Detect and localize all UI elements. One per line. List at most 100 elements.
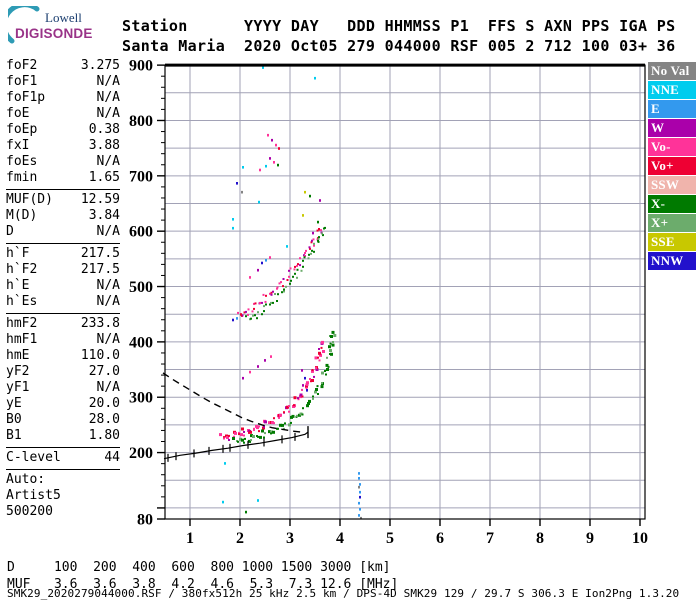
- x-axis-tick-label: 9: [586, 530, 594, 547]
- lowell-digisonde-logo: Lowell DIGISONDE: [6, 4, 116, 48]
- y-axis-tick-label: 200: [129, 445, 153, 462]
- param-row-500200: 500200: [6, 504, 120, 520]
- param-row-yf1: yF1 N/A: [6, 380, 120, 396]
- param-row-he: h`E N/A: [6, 278, 120, 294]
- legend-item-e: E: [648, 100, 696, 118]
- logo-text-digisonde: DIGISONDE: [15, 26, 93, 41]
- param-row-d: D N/A: [6, 224, 120, 240]
- param-label: yF1: [6, 380, 30, 395]
- y-axis-tick-label: 300: [129, 390, 153, 407]
- separator-line: [6, 469, 120, 470]
- footer-status-line: SMK29_2020279044000.RSF / 380fx512h 25 k…: [7, 587, 680, 600]
- param-label: foF2: [6, 58, 38, 73]
- param-row-md: M(D) 3.84: [6, 208, 120, 224]
- legend-item-vo-: Vo+: [648, 157, 696, 175]
- x-axis-tick-label: 6: [436, 530, 444, 547]
- param-value: 0.38: [88, 122, 120, 137]
- param-value: 110.0: [80, 348, 120, 363]
- param-value: 28.0: [88, 412, 120, 427]
- param-label: h`E: [6, 278, 30, 293]
- table-row-d: D 100 200 400 600 800 1000 1500 3000 [km…: [7, 560, 391, 575]
- param-label: B0: [6, 412, 22, 427]
- param-label: D: [6, 224, 14, 239]
- legend-item-no-val: No Val: [648, 62, 696, 80]
- param-value: 1.80: [88, 428, 120, 443]
- x-axis-tick-label: 1: [186, 530, 194, 547]
- y-axis-tick-label: 400: [129, 334, 153, 351]
- param-row-hf2: h`F2 217.5: [6, 262, 120, 278]
- param-row-hmf2: hmF2 233.8: [6, 316, 120, 332]
- param-label: h`F2: [6, 262, 38, 277]
- param-row-foes: foEs N/A: [6, 154, 120, 170]
- param-label: h`Es: [6, 294, 38, 309]
- legend-item-w: W: [648, 119, 696, 137]
- param-row-hmf1: hmF1 N/A: [6, 332, 120, 348]
- separator-line: [6, 243, 120, 244]
- param-label: foF1p: [6, 90, 46, 105]
- param-row-yf2: yF2 27.0: [6, 364, 120, 380]
- y-axis-tick-label: 900: [129, 58, 153, 75]
- x-axis-tick-label: 8: [536, 530, 544, 547]
- param-value: 233.8: [80, 316, 120, 331]
- param-value: N/A: [96, 106, 120, 121]
- param-row-b1: B1 1.80: [6, 428, 120, 444]
- param-label: hmF2: [6, 316, 38, 331]
- param-row-auto: Auto:: [6, 472, 120, 488]
- param-value: N/A: [96, 224, 120, 239]
- param-value: N/A: [96, 332, 120, 347]
- param-row-foe: foE N/A: [6, 106, 120, 122]
- x-axis-tick-label: 7: [486, 530, 494, 547]
- x-axis-tick-label: 10: [632, 530, 648, 547]
- ionogram-plot: 900 800 700 600 500 400 300 200 80 1 2 3 4 5 6 7 8 9 10: [129, 58, 648, 547]
- param-row-fmin: fmin 1.65: [6, 170, 120, 186]
- param-label: foEp: [6, 122, 38, 137]
- x-axis-tick-label: 3: [286, 530, 294, 547]
- x-axis-tick-label: 5: [386, 530, 394, 547]
- param-label: C-level: [6, 450, 61, 465]
- y-axis-tick-label: 80: [137, 512, 153, 529]
- param-value: 44: [104, 450, 120, 465]
- param-label: 500200: [6, 504, 53, 519]
- param-value: 12.59: [80, 192, 120, 207]
- param-value: 3.84: [88, 208, 120, 223]
- param-label: foEs: [6, 154, 38, 169]
- logo-text-lowell: Lowell: [45, 10, 82, 25]
- param-row-fof1: foF1 N/A: [6, 74, 120, 90]
- legend-item-x-: X+: [648, 214, 696, 232]
- legend-item-x-: X-: [648, 195, 696, 213]
- param-label: foE: [6, 106, 30, 121]
- legend: No Val NNE E W Vo- Vo+ SSW X- X+ SSE NNW: [648, 62, 696, 271]
- param-value: N/A: [96, 90, 120, 105]
- param-row-mufd: MUF(D) 12.59: [6, 192, 120, 208]
- x-axis-tick-label: 4: [336, 530, 344, 547]
- param-label: Auto:: [6, 472, 46, 487]
- param-value: N/A: [96, 74, 120, 89]
- x-axis-tick-label: 2: [236, 530, 244, 547]
- param-row-fof1p: foF1p N/A: [6, 90, 120, 106]
- legend-item-ssw: SSW: [648, 176, 696, 194]
- param-value: 20.0: [88, 396, 120, 411]
- param-label: B1: [6, 428, 22, 443]
- param-label: Artist5: [6, 488, 61, 503]
- param-row-fof2: foF2 3.275: [6, 58, 120, 74]
- y-axis-tick-label: 700: [129, 168, 153, 185]
- param-label: yF2: [6, 364, 30, 379]
- legend-item-nne: NNE: [648, 81, 696, 99]
- separator-line: [6, 447, 120, 448]
- separator-line: [6, 189, 120, 190]
- muf-distance-table: D 100 200 400 600 800 1000 1500 3000 [km…: [7, 559, 398, 593]
- param-label: fmin: [6, 170, 38, 185]
- param-row-hes: h`Es N/A: [6, 294, 120, 310]
- y-axis-tick-label: 600: [129, 224, 153, 241]
- y-axis-tick-label: 500: [129, 279, 153, 296]
- header-station-values: Santa Maria 2020 Oct05 279 044000 RSF 00…: [122, 37, 676, 55]
- param-label: M(D): [6, 208, 38, 223]
- header-column-titles: Station YYYY DAY DDD HHMMSS P1 FFS S AXN…: [122, 17, 676, 35]
- param-value: N/A: [96, 380, 120, 395]
- param-label: fxI: [6, 138, 30, 153]
- y-axis-tick-label: 800: [129, 113, 153, 130]
- legend-item-nnw: NNW: [648, 252, 696, 270]
- param-row-artist5: Artist5: [6, 488, 120, 504]
- legend-item-sse: SSE: [648, 233, 696, 251]
